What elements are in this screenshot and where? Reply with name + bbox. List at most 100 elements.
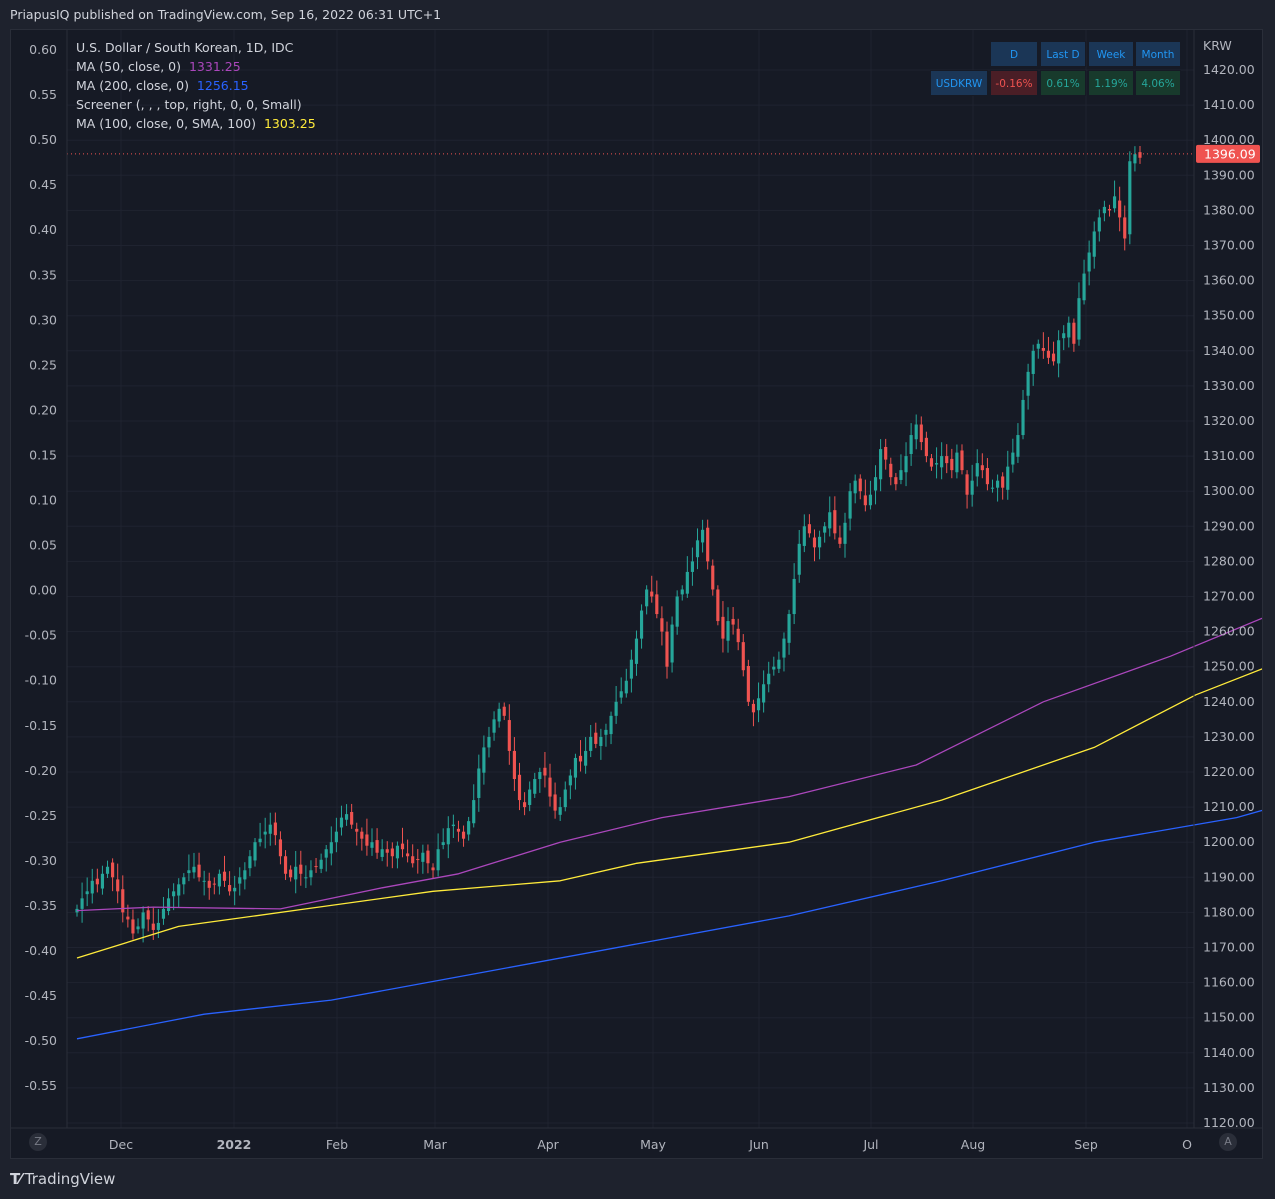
candle-body (95, 878, 99, 885)
candle-body (334, 831, 338, 843)
left-axis-tick: -0.30 (25, 853, 57, 868)
left-axis-tick: -0.05 (25, 628, 57, 643)
candle-body (294, 866, 298, 880)
candle-body (624, 680, 628, 694)
value-month: 4.06% (1135, 70, 1181, 96)
candle-body (919, 424, 923, 443)
candle-body (126, 916, 130, 920)
candle-body (802, 526, 806, 546)
candle-body (858, 478, 862, 492)
header-d: D (990, 41, 1038, 67)
candle-body (192, 866, 196, 873)
right-axis-tick: 1170.00 (1203, 940, 1255, 955)
candle-body (426, 850, 430, 864)
candle-body (701, 529, 705, 543)
left-axis-tick: -0.55 (25, 1078, 57, 1093)
candle-body (975, 463, 979, 477)
candle-body (243, 870, 247, 880)
right-axis-tick: 1190.00 (1203, 869, 1255, 884)
candle-body (146, 910, 150, 920)
left-axis-tick: 0.15 (29, 447, 57, 462)
candle-body (528, 789, 532, 805)
candle-body (233, 887, 237, 892)
candle-body (563, 789, 567, 808)
candle-body (339, 817, 344, 828)
candle-body (639, 610, 644, 639)
candle-body (741, 642, 745, 671)
candle-body (268, 824, 272, 834)
candle-body (1067, 322, 1071, 338)
brand-text: TradingView (24, 1170, 116, 1188)
candle-body (111, 862, 115, 878)
x-axis-label: 2022 (217, 1137, 252, 1152)
candle-body (406, 853, 410, 857)
left-axis-tick: -0.35 (25, 898, 57, 913)
axes: 1420.00 1410.00 1400.00 1390.00 1380.00 1370.… (11, 30, 1262, 1152)
right-axis-tick: 1290.00 (1203, 518, 1255, 533)
candle-body (441, 842, 445, 846)
candle-body (955, 452, 959, 473)
candle-body (873, 477, 878, 491)
candle-body (543, 767, 547, 776)
candle-body (283, 856, 288, 874)
candle-body (1051, 353, 1056, 362)
header-last-d: Last D (1040, 41, 1086, 67)
candle-body (177, 884, 181, 896)
candle-body (558, 807, 562, 815)
candle-body (131, 919, 135, 934)
ma100-value: 1303.25 (263, 116, 316, 131)
left-axis-tick: -0.20 (25, 763, 57, 778)
candle-body (299, 864, 303, 874)
left-axis-tick: -0.15 (25, 718, 57, 733)
legend-symbol[interactable]: U.S. Dollar / South Korean, 1D, IDC (76, 40, 294, 55)
chart-panel[interactable]: 1396.09 1420.00 1410.00 1400.00 1390.00 1380… (10, 29, 1263, 1159)
candle-body (446, 828, 450, 845)
candle-body (1077, 298, 1081, 340)
price-chart[interactable]: 1396.09 1420.00 1410.00 1400.00 1390.00 1380… (11, 30, 1262, 1158)
candle-body (721, 616, 725, 639)
candle-body (838, 537, 842, 544)
candle-body (456, 828, 461, 832)
legend-ma200[interactable]: MA (200, close, 0) 1256.15 (76, 76, 316, 95)
candle-body (736, 628, 740, 643)
candle-body (1082, 273, 1086, 301)
candle-body (553, 794, 557, 811)
candle-body (634, 638, 639, 664)
candle-body (548, 777, 552, 797)
candle-body (960, 450, 964, 471)
candle-body (665, 631, 669, 667)
left-axis-tick: -0.10 (25, 673, 57, 688)
legend-ma50[interactable]: MA (50, close, 0) 1331.25 (76, 57, 316, 76)
candle-body (116, 879, 120, 892)
candle-body (685, 571, 689, 594)
candle-body (172, 891, 176, 897)
candle-body (350, 812, 354, 825)
candle-body (980, 465, 984, 471)
legend-ma100[interactable]: MA (100, close, 0, SMA, 100) 1303.25 (76, 114, 316, 133)
candle-body (1001, 476, 1005, 488)
ma50-value: 1331.25 (188, 59, 241, 74)
zoom-button[interactable]: Z (29, 1133, 47, 1151)
candle-body (217, 873, 221, 887)
right-axis-tick: 1150.00 (1203, 1010, 1255, 1025)
candle-body (314, 866, 318, 868)
legend-screener[interactable]: Screener (, , , top, right, 0, 0, Small) (76, 97, 302, 112)
candle-body (467, 821, 471, 835)
moving-averages (76, 617, 1262, 1040)
right-axis-tick: 1400.00 (1203, 132, 1255, 147)
candle-body (1118, 200, 1122, 218)
candle-body (614, 701, 618, 716)
candle-body (797, 543, 801, 575)
right-axis-tick: 1420.00 (1203, 62, 1255, 77)
right-axis-tick: 1250.00 (1203, 659, 1255, 674)
right-axis-tick: 1280.00 (1203, 553, 1255, 568)
ma100-label: MA (100, close, 0, SMA, 100) (76, 116, 256, 131)
candle-body (751, 703, 756, 713)
candle-body (645, 589, 649, 607)
auto-scale-button[interactable]: A (1219, 1133, 1237, 1151)
right-axis-tick: 1330.00 (1203, 378, 1255, 393)
candle-body (680, 589, 684, 595)
tradingview-logo[interactable]: T⁄ TradingView (10, 1170, 115, 1188)
candle-body (1138, 152, 1142, 158)
x-axis-label: Jun (748, 1137, 769, 1152)
